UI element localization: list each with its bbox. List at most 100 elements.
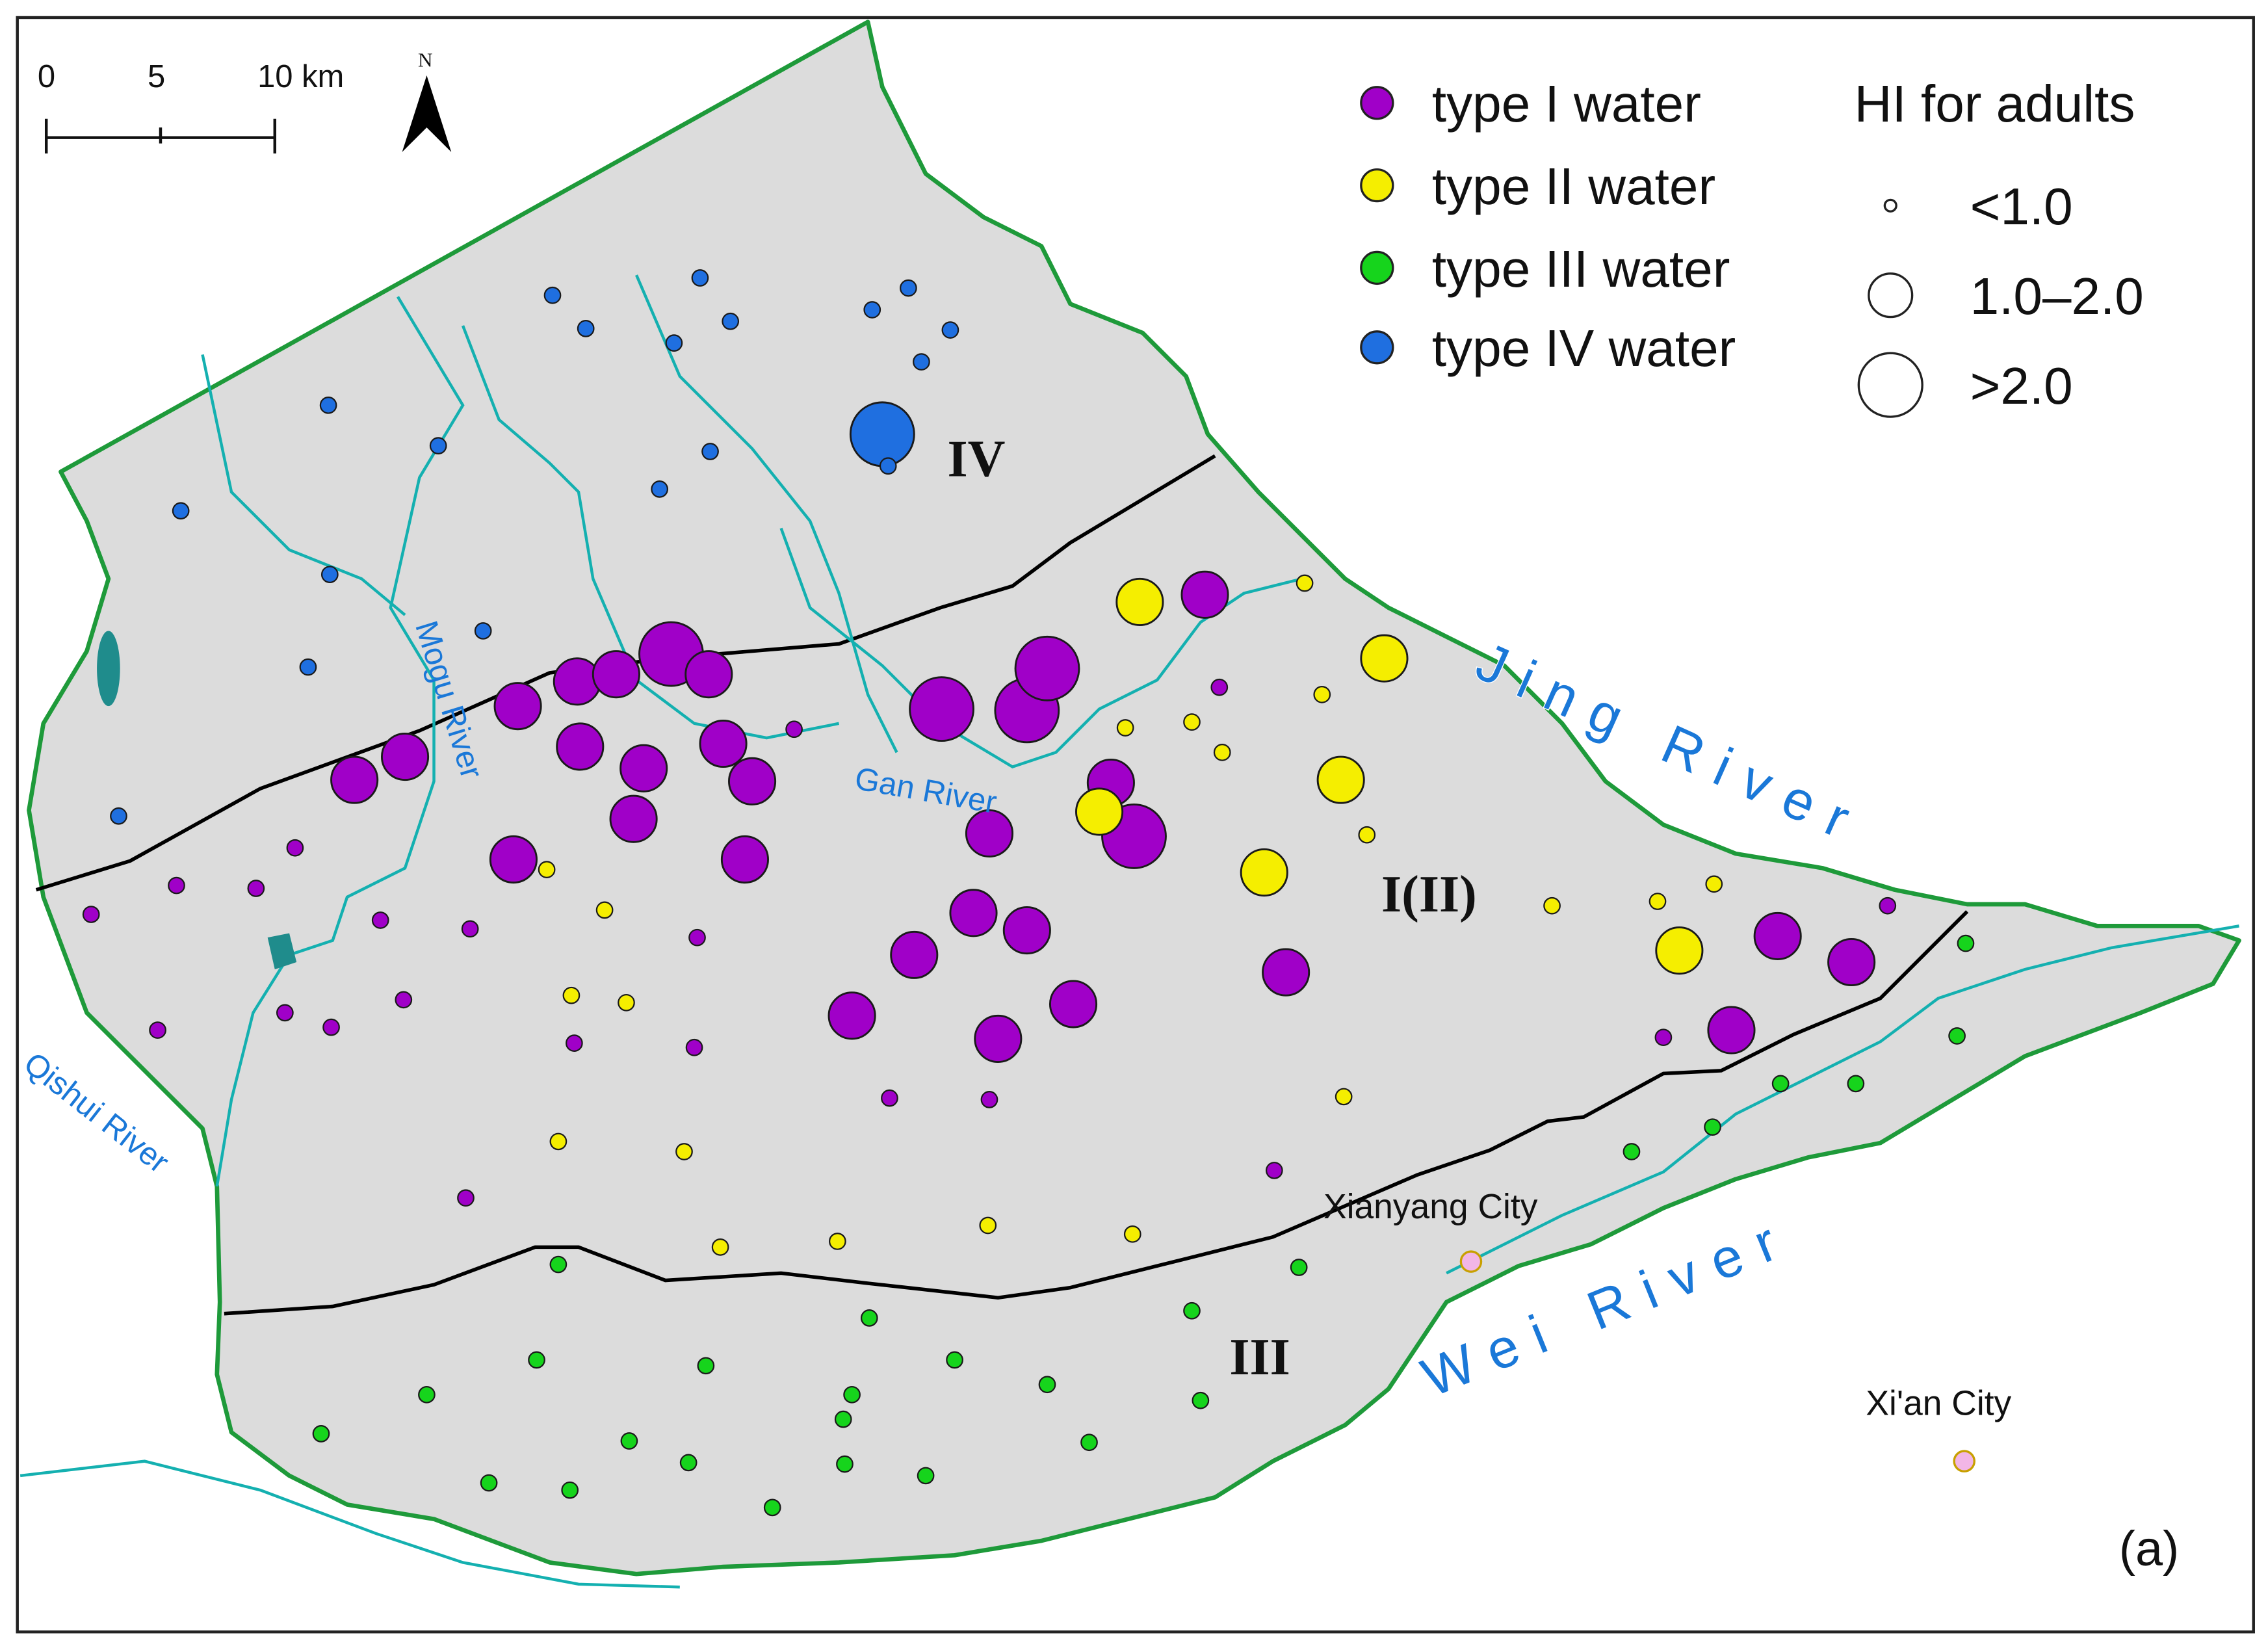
sampling-point-type3-99 bbox=[1948, 1027, 1966, 1045]
sampling-point-type3-103 bbox=[1623, 1143, 1641, 1160]
sampling-point-type2-95 bbox=[828, 1233, 846, 1250]
mogu-river-line bbox=[215, 296, 465, 1187]
sampling-point-type3-102 bbox=[1704, 1118, 1721, 1136]
sampling-point-type1-70 bbox=[457, 1189, 475, 1207]
sampling-point-type1-37 bbox=[1014, 635, 1080, 701]
sampling-point-type1-23 bbox=[684, 650, 733, 699]
sampling-point-type4-12 bbox=[651, 480, 669, 498]
sampling-point-type1-59 bbox=[371, 911, 389, 929]
sampling-point-type3-110 bbox=[946, 1351, 963, 1369]
legend-type4-label: type IV water bbox=[1432, 319, 1736, 377]
scale-tick-0: 0 bbox=[38, 59, 55, 94]
sampling-point-type1-60 bbox=[461, 920, 479, 938]
sampling-point-type1-56 bbox=[168, 876, 185, 895]
sampling-point-type2-79 bbox=[1313, 686, 1331, 703]
sampling-point-type1-29 bbox=[699, 719, 748, 768]
sampling-point-type1-43 bbox=[1002, 906, 1051, 955]
legend-hi-title: HI for adults bbox=[1855, 74, 2135, 133]
sampling-point-type1-52 bbox=[1210, 678, 1229, 696]
sampling-point-type1-67 bbox=[685, 1038, 703, 1056]
legend-hi: HI for adults <1.0 1.0–2.0 >2.0 bbox=[1855, 74, 2144, 418]
sampling-point-type2-85 bbox=[595, 901, 614, 919]
sampling-point-type1-47 bbox=[974, 1014, 1023, 1063]
sampling-point-type1-26 bbox=[330, 755, 379, 804]
north-tributary-line bbox=[635, 274, 898, 753]
sampling-point-type2-88 bbox=[1705, 875, 1723, 893]
legend-type3-marker bbox=[1360, 250, 1394, 285]
sampling-point-type1-53 bbox=[1879, 896, 1897, 915]
sampling-point-type3-111 bbox=[1038, 1376, 1056, 1394]
sampling-point-type4-0 bbox=[543, 286, 562, 304]
xian-city-label: Xi'an City bbox=[1866, 1384, 2011, 1422]
sampling-point-type3-124 bbox=[763, 1498, 781, 1517]
scale-bar: 0 5 10 km bbox=[38, 59, 344, 154]
sampling-point-type4-13 bbox=[172, 502, 190, 520]
zone-label-iii: III bbox=[1229, 1329, 1290, 1386]
sampling-point-type4-8 bbox=[913, 353, 930, 371]
sampling-point-type2-73 bbox=[1360, 634, 1409, 683]
sampling-point-type3-104 bbox=[1290, 1259, 1308, 1276]
sampling-point-type4-7 bbox=[941, 321, 959, 339]
sampling-point-type2-83 bbox=[1358, 826, 1376, 844]
sampling-point-type2-97 bbox=[1123, 1225, 1141, 1243]
sampling-point-type3-101 bbox=[1847, 1075, 1865, 1093]
panel-label: (a) bbox=[2119, 1522, 2179, 1576]
xianyang-city-label: Xianyang City bbox=[1323, 1188, 1538, 1226]
sampling-point-type2-91 bbox=[1335, 1088, 1353, 1106]
sampling-point-type2-89 bbox=[562, 986, 580, 1004]
legend-hi-small-marker bbox=[1883, 198, 1897, 213]
sampling-point-type2-87 bbox=[1649, 893, 1667, 910]
sampling-point-type3-115 bbox=[834, 1410, 852, 1428]
sampling-point-type1-46 bbox=[1049, 980, 1098, 1028]
sampling-point-type2-81 bbox=[1183, 713, 1201, 731]
sampling-point-type3-106 bbox=[1183, 1301, 1201, 1320]
sampling-point-type2-93 bbox=[675, 1143, 693, 1160]
sampling-point-type3-113 bbox=[418, 1385, 436, 1404]
sampling-point-type3-105 bbox=[549, 1255, 567, 1274]
sampling-point-type1-32 bbox=[489, 835, 538, 884]
legend-type3-label: type III water bbox=[1432, 239, 1730, 298]
sampling-point-type1-58 bbox=[82, 906, 100, 923]
sampling-point-type2-94 bbox=[979, 1216, 997, 1235]
sampling-point-type4-1 bbox=[577, 320, 595, 337]
sampling-point-type1-33 bbox=[720, 835, 769, 884]
sampling-point-type2-84 bbox=[538, 861, 556, 878]
sampling-point-type1-31 bbox=[609, 794, 658, 843]
sampling-point-type2-90 bbox=[618, 993, 635, 1012]
wei-river-line bbox=[1446, 924, 2239, 1275]
sampling-point-type1-65 bbox=[149, 1021, 166, 1039]
sampling-points bbox=[82, 269, 1975, 1517]
sampling-point-type1-25 bbox=[380, 732, 430, 781]
sampling-point-type3-117 bbox=[620, 1432, 638, 1450]
scale-bar-line bbox=[44, 118, 276, 154]
sampling-point-type2-74 bbox=[1316, 755, 1365, 804]
mogu-tributary-line bbox=[201, 354, 406, 616]
sampling-point-type1-44 bbox=[890, 930, 939, 979]
sampling-point-type1-34 bbox=[785, 720, 803, 739]
legend-hi-medium-label: 1.0–2.0 bbox=[1970, 267, 2144, 325]
pond bbox=[267, 933, 297, 970]
sampling-point-type1-42 bbox=[949, 889, 998, 937]
scale-tick-10: 10 km bbox=[257, 59, 344, 94]
sampling-point-type4-18 bbox=[849, 401, 915, 467]
legend-hi-large-marker bbox=[1857, 352, 1923, 418]
xianyang-city-marker bbox=[1459, 1250, 1483, 1273]
sampling-point-type1-45 bbox=[828, 991, 876, 1040]
sampling-point-type4-4 bbox=[665, 334, 683, 352]
wei-river-west-line bbox=[20, 1459, 680, 1589]
sampling-point-type2-72 bbox=[1115, 577, 1164, 626]
legend-water-types: type I water type II water type III wate… bbox=[1360, 74, 1736, 377]
sampling-point-type4-17 bbox=[110, 807, 127, 825]
sampling-point-type4-5 bbox=[863, 301, 881, 319]
sampling-point-type4-19 bbox=[879, 457, 897, 475]
legend-type1-label: type I water bbox=[1432, 74, 1701, 133]
sampling-point-type4-16 bbox=[299, 658, 317, 676]
sampling-point-type4-11 bbox=[701, 443, 719, 460]
sampling-point-type3-114 bbox=[843, 1385, 861, 1404]
sampling-point-type1-68 bbox=[881, 1089, 898, 1107]
legend-type2-label: type II water bbox=[1432, 157, 1715, 215]
sampling-point-type4-9 bbox=[319, 396, 337, 414]
north-arrow-label: N bbox=[418, 49, 433, 72]
sampling-point-type3-118 bbox=[1080, 1433, 1098, 1452]
sampling-point-type1-54 bbox=[1654, 1028, 1673, 1047]
